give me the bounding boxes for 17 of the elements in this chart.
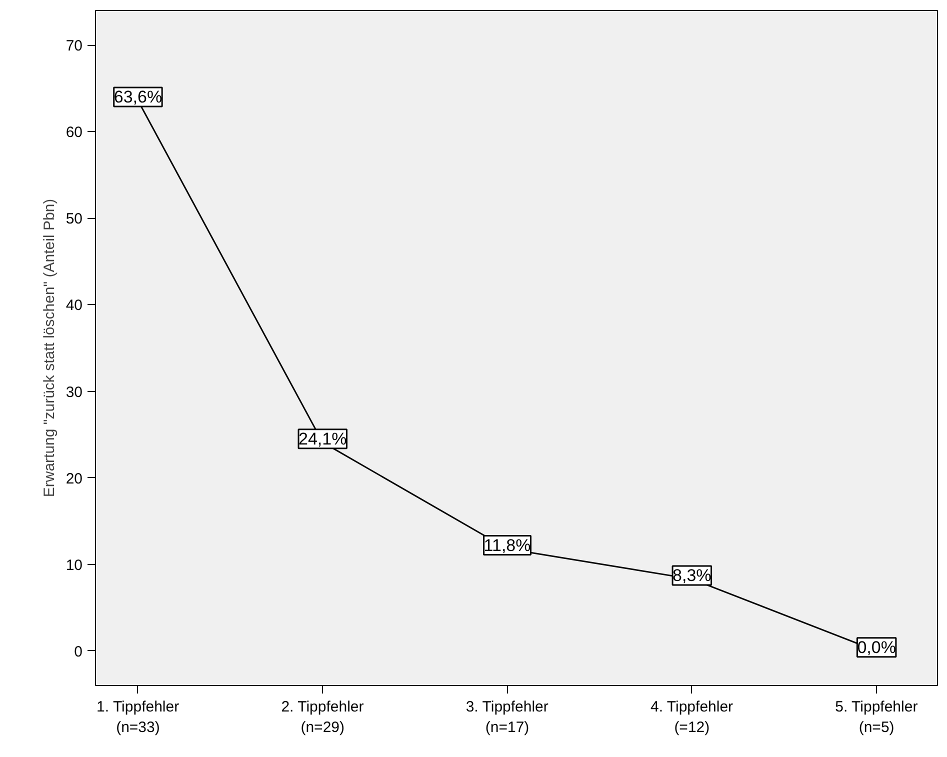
data-label: 11,8% — [484, 536, 531, 555]
y-tick-label: 40 — [66, 297, 83, 314]
x-tick-label: 5. Tippfehler (n=5) — [835, 698, 918, 736]
x-tick-label: 3. Tippfehler (n=17) — [466, 698, 548, 736]
y-tick-label: 0 — [74, 643, 82, 660]
x-tick-label: 2. Tippfehler (n=29) — [281, 698, 364, 736]
y-axis-title: Erwartung "zurück statt löschen" (Anteil Pbn) — [40, 198, 58, 498]
data-label: 63,6% — [114, 88, 162, 106]
y-tick-label: 70 — [66, 38, 83, 55]
y-tick-label: 60 — [66, 124, 83, 142]
y-tick-label: 10 — [66, 556, 83, 574]
x-tick-label: 1. Tippfehler (n=33) — [96, 698, 180, 736]
data-label: 24,1% — [298, 429, 347, 448]
x-tick-label: 4. Tippfehler (=12) — [650, 698, 734, 736]
y-tick-label: 20 — [66, 470, 83, 488]
y-tick-label: 50 — [66, 210, 83, 228]
y-tick-label: 30 — [66, 384, 83, 401]
